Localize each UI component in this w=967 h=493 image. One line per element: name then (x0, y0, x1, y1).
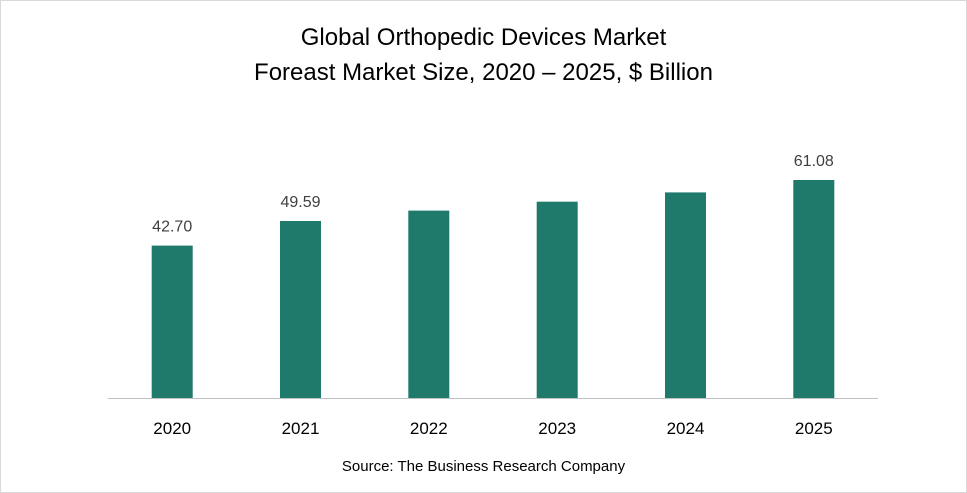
x-tick-label-2025: 2025 (795, 419, 833, 438)
chart-title: Global Orthopedic Devices Market (300, 24, 667, 51)
data-label-2020: 42.70 (152, 219, 192, 236)
chart-subtitle: Foreast Market Size, 2020 – 2025, $ Bill… (254, 59, 713, 86)
bar-2024 (665, 192, 706, 398)
source-note: Source: The Business Research Company (341, 458, 626, 475)
x-tick-label-2022: 2022 (410, 419, 448, 438)
bar-2020 (151, 245, 193, 398)
data-label-2021: 49.59 (280, 194, 320, 211)
x-tick-label-2023: 2023 (538, 419, 576, 438)
bar-2025 (793, 180, 835, 398)
x-tick-label-2020: 2020 (153, 419, 191, 438)
x-tick-label-2024: 2024 (667, 419, 705, 438)
bar-2022 (408, 210, 450, 398)
bar-2023 (536, 201, 578, 398)
data-label-2025: 61.08 (794, 153, 834, 170)
x-tick-label-2021: 2021 (282, 419, 320, 438)
bar-2021 (280, 221, 321, 398)
